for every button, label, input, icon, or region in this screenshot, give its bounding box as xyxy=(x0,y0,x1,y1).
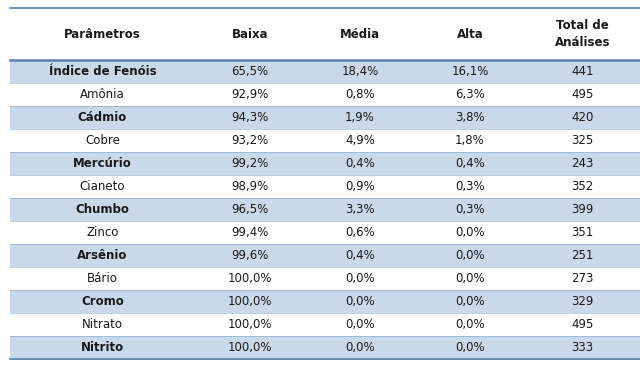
Text: Zinco: Zinco xyxy=(86,226,118,239)
Text: Total de
Análises: Total de Análises xyxy=(555,19,611,49)
Bar xyxy=(10,336,640,359)
Text: 1,9%: 1,9% xyxy=(345,111,375,124)
Text: Cromo: Cromo xyxy=(81,295,124,308)
Bar xyxy=(10,106,640,129)
Bar xyxy=(10,83,640,106)
Text: Cianeto: Cianeto xyxy=(80,180,125,193)
Text: 99,4%: 99,4% xyxy=(231,226,269,239)
Text: 0,4%: 0,4% xyxy=(345,249,375,262)
Text: 399: 399 xyxy=(572,203,594,216)
Bar xyxy=(10,267,640,290)
Bar xyxy=(10,8,640,60)
Bar xyxy=(10,290,640,313)
Text: 0,0%: 0,0% xyxy=(455,272,485,285)
Text: 0,0%: 0,0% xyxy=(345,295,375,308)
Bar xyxy=(10,175,640,198)
Text: 3,3%: 3,3% xyxy=(345,203,375,216)
Text: 0,0%: 0,0% xyxy=(455,226,485,239)
Bar xyxy=(10,198,640,221)
Text: 351: 351 xyxy=(572,226,594,239)
Text: Amônia: Amônia xyxy=(80,88,125,101)
Text: 495: 495 xyxy=(572,318,594,331)
Text: 0,0%: 0,0% xyxy=(345,341,375,354)
Text: 0,0%: 0,0% xyxy=(455,318,485,331)
Text: 0,0%: 0,0% xyxy=(345,318,375,331)
Text: 495: 495 xyxy=(572,88,594,101)
Text: Chumbo: Chumbo xyxy=(76,203,129,216)
Text: 0,0%: 0,0% xyxy=(455,341,485,354)
Text: 0,0%: 0,0% xyxy=(345,272,375,285)
Text: Parâmetros: Parâmetros xyxy=(64,28,141,40)
Text: 325: 325 xyxy=(572,134,594,147)
Text: Média: Média xyxy=(340,28,380,40)
Text: 420: 420 xyxy=(572,111,594,124)
Text: Nitrito: Nitrito xyxy=(81,341,124,354)
Text: 0,0%: 0,0% xyxy=(455,249,485,262)
Text: 16,1%: 16,1% xyxy=(451,65,489,78)
Text: 251: 251 xyxy=(572,249,594,262)
Text: Cobre: Cobre xyxy=(85,134,120,147)
Text: 0,3%: 0,3% xyxy=(455,203,485,216)
Text: 0,3%: 0,3% xyxy=(455,180,485,193)
Text: 94,3%: 94,3% xyxy=(232,111,269,124)
Text: Bário: Bário xyxy=(87,272,118,285)
Bar xyxy=(10,221,640,244)
Text: 65,5%: 65,5% xyxy=(232,65,269,78)
Text: 100,0%: 100,0% xyxy=(228,318,272,331)
Bar xyxy=(10,152,640,175)
Text: Alta: Alta xyxy=(456,28,483,40)
Text: 92,9%: 92,9% xyxy=(231,88,269,101)
Text: 18,4%: 18,4% xyxy=(341,65,379,78)
Text: 96,5%: 96,5% xyxy=(232,203,269,216)
Text: Índice de Fenóis: Índice de Fenóis xyxy=(49,65,156,78)
Text: 4,9%: 4,9% xyxy=(345,134,375,147)
Text: 441: 441 xyxy=(572,65,594,78)
Text: 100,0%: 100,0% xyxy=(228,272,272,285)
Text: 3,8%: 3,8% xyxy=(455,111,485,124)
Text: Mercúrio: Mercúrio xyxy=(73,157,132,170)
Text: 1,8%: 1,8% xyxy=(455,134,485,147)
Text: 100,0%: 100,0% xyxy=(228,341,272,354)
Text: 0,0%: 0,0% xyxy=(455,295,485,308)
Bar xyxy=(10,129,640,152)
Text: 99,6%: 99,6% xyxy=(231,249,269,262)
Text: 99,2%: 99,2% xyxy=(231,157,269,170)
Text: 6,3%: 6,3% xyxy=(455,88,485,101)
Text: 0,4%: 0,4% xyxy=(345,157,375,170)
Text: 98,9%: 98,9% xyxy=(232,180,269,193)
Text: 333: 333 xyxy=(572,341,593,354)
Text: 0,9%: 0,9% xyxy=(345,180,375,193)
Bar xyxy=(10,313,640,336)
Text: 100,0%: 100,0% xyxy=(228,295,272,308)
Text: Baixa: Baixa xyxy=(232,28,268,40)
Text: 352: 352 xyxy=(572,180,594,193)
Bar xyxy=(10,244,640,267)
Bar xyxy=(10,60,640,83)
Text: Cádmio: Cádmio xyxy=(78,111,127,124)
Text: 0,8%: 0,8% xyxy=(345,88,375,101)
Text: 93,2%: 93,2% xyxy=(232,134,269,147)
Text: 273: 273 xyxy=(572,272,594,285)
Text: 329: 329 xyxy=(572,295,594,308)
Text: 0,4%: 0,4% xyxy=(455,157,485,170)
Text: 0,6%: 0,6% xyxy=(345,226,375,239)
Text: Arsênio: Arsênio xyxy=(77,249,128,262)
Text: 243: 243 xyxy=(572,157,594,170)
Text: Nitrato: Nitrato xyxy=(82,318,123,331)
